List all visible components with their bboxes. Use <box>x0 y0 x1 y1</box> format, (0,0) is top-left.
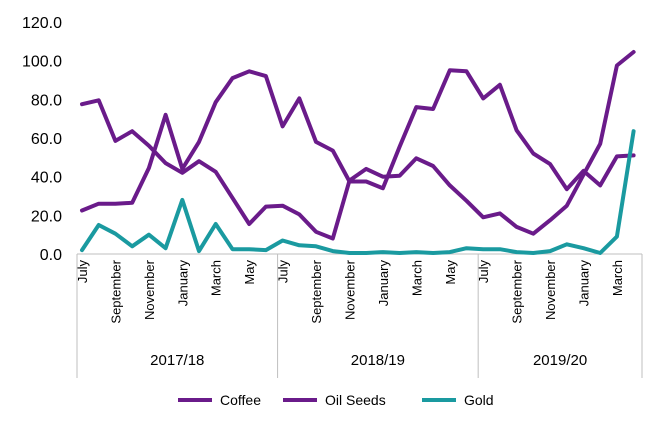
series-line-gold <box>82 131 634 253</box>
x-tick-label: November <box>342 259 357 320</box>
y-tick-label: 40.0 <box>31 170 62 187</box>
x-tick-label: January <box>376 260 391 307</box>
x-tick-label: January <box>576 260 591 307</box>
x-tick-label: January <box>175 260 190 307</box>
y-tick-label: 60.0 <box>31 131 62 148</box>
year-group-label: 2019/20 <box>533 352 587 369</box>
legend: Coffee Oil Seeds Gold <box>178 392 494 408</box>
x-tick-label: March <box>409 260 424 296</box>
legend-label-gold: Gold <box>464 392 494 408</box>
x-tick-label: September <box>510 259 525 323</box>
x-tick-label: September <box>309 259 324 323</box>
year-group-label: 2018/19 <box>351 352 405 369</box>
y-tick-label: 20.0 <box>31 208 62 225</box>
legend-label-coffee: Coffee <box>220 392 261 408</box>
x-tick-label: September <box>108 259 123 323</box>
x-tick-label: November <box>142 259 157 320</box>
x-tick-label: March <box>610 260 625 296</box>
y-axis: 0.0 20.0 40.0 60.0 80.0 100.0 120.0 <box>22 15 62 264</box>
series-lines <box>82 52 634 253</box>
y-tick-label: 0.0 <box>40 247 62 264</box>
x-tick-label: March <box>209 260 224 296</box>
line-chart: 0.020.040.060.080.0100.0120.0 July Septem… <box>0 0 670 430</box>
year-group-label: 2017/18 <box>150 352 204 369</box>
y-tick-label: 100.0 <box>22 54 62 71</box>
y-tick-label: 80.0 <box>31 92 62 109</box>
y-tick-label: 120.0 <box>22 15 62 32</box>
x-tick-label: May <box>443 260 458 285</box>
series-line-oil-seeds <box>82 70 634 210</box>
x-tick-label: May <box>242 260 257 285</box>
series-line-coffee <box>82 52 634 239</box>
legend-label-oil-seeds: Oil Seeds <box>325 392 386 408</box>
x-axis: July September November January March May July… <box>75 254 642 378</box>
x-tick-label: November <box>543 259 558 320</box>
